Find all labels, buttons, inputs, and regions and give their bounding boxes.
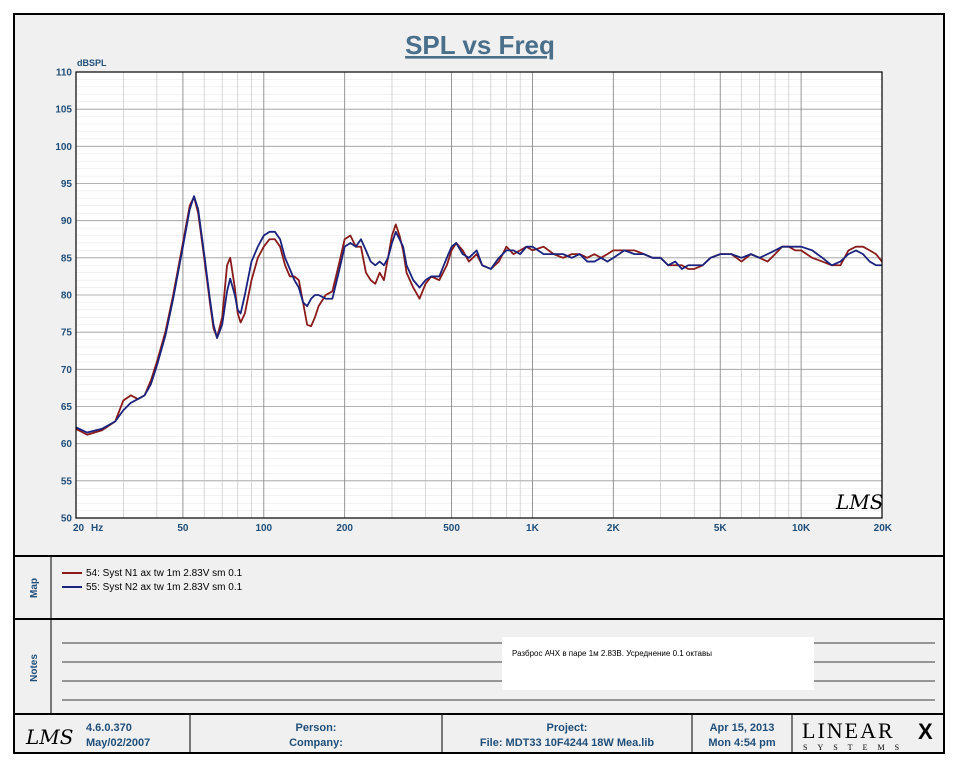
x-tick-label: 10K xyxy=(792,523,811,534)
legend-item-1: 54: Syst N1 ax tw 1m 2.83V sm 0.1 xyxy=(86,568,243,579)
y-tick-labels: 50 55 60 65 70 75 80 85 90 95 100 105 110 xyxy=(55,68,72,525)
y-tick-label: 75 xyxy=(61,328,73,339)
y-tick-label: 50 xyxy=(61,514,73,525)
systems-logo: SYSTEMS xyxy=(803,743,909,752)
legend-item-2: 55: Syst N2 ax tw 1m 2.83V sm 0.1 xyxy=(86,582,243,593)
lms-watermark: LMS xyxy=(835,490,883,514)
y-tick-label: 95 xyxy=(61,179,73,190)
file-label: File: MDT33 10F4244 18W Mea.lib xyxy=(480,737,655,749)
x-tick-label: 5K xyxy=(714,523,728,534)
x-tick-label: 200 xyxy=(336,523,353,534)
y-tick-label: 55 xyxy=(61,476,73,487)
series-line-2 xyxy=(75,195,882,434)
grid xyxy=(76,72,882,518)
version-number: 4.6.0.370 xyxy=(86,722,132,734)
plot-border xyxy=(75,71,883,519)
notes-label: Notes xyxy=(29,654,40,682)
x-tick-label: 20K xyxy=(874,523,893,534)
lms-logo: LMS xyxy=(25,725,73,749)
report-time: Mon 4:54 pm xyxy=(708,737,775,749)
y-tick-label: 80 xyxy=(61,291,73,302)
x-tick-label: 50 xyxy=(177,523,189,534)
project-label: Project: xyxy=(547,722,588,734)
y-tick-label: 110 xyxy=(56,68,73,79)
y-tick-label: 90 xyxy=(61,216,73,227)
map-label: Map xyxy=(29,578,40,598)
x-tick-label: 100 xyxy=(255,523,272,534)
y-tick-label: 100 xyxy=(55,142,72,153)
linear-x-logo: X xyxy=(918,719,933,744)
x-tick-label: 500 xyxy=(443,523,460,534)
company-label: Company: xyxy=(289,737,343,749)
y-tick-label: 60 xyxy=(61,439,73,450)
version-date: May/02/2007 xyxy=(86,737,150,749)
chart-title: SPL vs Freq xyxy=(405,30,555,60)
x-tick-label: 20 xyxy=(73,523,85,534)
x-tick-labels: 20 50 100 200 500 1K 2K 5K 10K 20K xyxy=(73,523,893,534)
person-label: Person: xyxy=(296,722,337,734)
y-tick-label: 65 xyxy=(61,402,73,413)
x-tick-label: 1K xyxy=(526,523,540,534)
y-axis-label: dBSPL xyxy=(77,58,107,68)
notes-box xyxy=(502,637,814,690)
report-date: Apr 15, 2013 xyxy=(710,722,775,734)
y-tick-label: 105 xyxy=(55,105,72,116)
y-tick-label: 70 xyxy=(61,365,73,376)
series-lines xyxy=(75,195,883,436)
x-axis-unit: Hz xyxy=(91,523,103,534)
x-tick-label: 2K xyxy=(607,523,621,534)
y-tick-label: 85 xyxy=(61,253,73,264)
notes-text: Разброс АЧХ в паре 1м 2.83В. Усреднение … xyxy=(512,649,712,658)
linear-logo: LINEAR xyxy=(802,718,895,743)
